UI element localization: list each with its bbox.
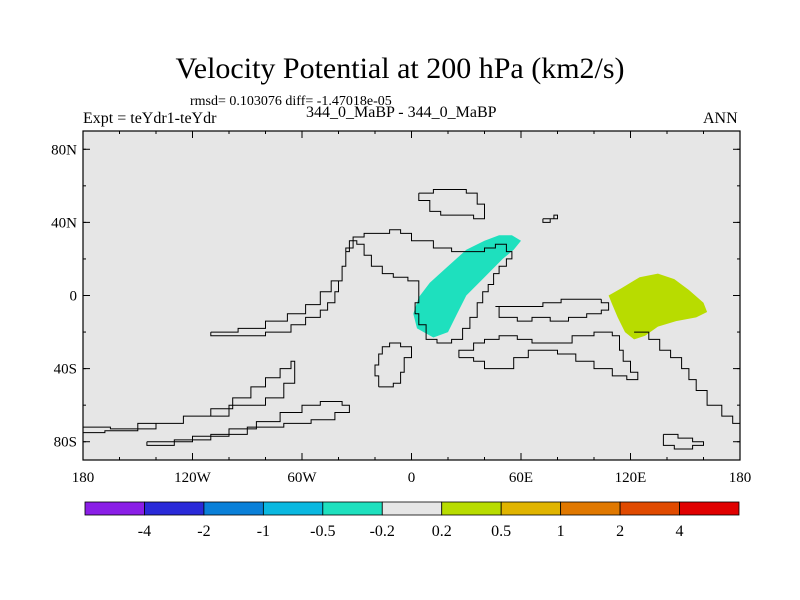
coastline-10 <box>542 214 558 223</box>
colorbar-swatch-11 <box>679 501 740 516</box>
y-tick-label-0: 0 <box>70 289 78 305</box>
colorbar-label-10: 4 <box>676 523 684 540</box>
coastline-5 <box>418 189 485 220</box>
anomaly-region-2 <box>608 273 708 340</box>
colorbar-label-1: -4 <box>138 523 151 540</box>
colorbar-swatch-3 <box>203 501 264 516</box>
plot-frame <box>82 130 741 461</box>
case-label: 344_0_MaBP - 344_0_MaBP <box>306 104 497 121</box>
colorbar-swatch-8 <box>500 501 562 516</box>
colorbar-swatch-2 <box>144 501 205 516</box>
axis-ticks: 180 120W 60W 0 60E 120E 180 80N 40N 0 40S 80S <box>51 131 751 486</box>
colorbar-label-2: -2 <box>197 523 210 540</box>
x-tick-label-60w: 60W <box>287 470 317 486</box>
colorbar-swatch-6 <box>381 501 443 516</box>
coastline-3 <box>210 229 513 344</box>
x-tick-label-120e: 120E <box>615 470 647 486</box>
colorbar: -4 -2 -1 -0.5 -0.2 0.2 0.5 1 2 4 <box>84 501 740 540</box>
coastline-2 <box>146 401 350 446</box>
chart-title: Velocity Potential at 200 hPa (km2/s) <box>175 52 625 85</box>
y-tick-label-80s: 80S <box>54 435 77 451</box>
stats-label: rmsd= 0.103076 diff= -1.47018e-05 <box>190 94 392 109</box>
coastline-1 <box>83 360 296 434</box>
colorbar-label-8: 1 <box>557 523 565 540</box>
colorbar-swatch-10 <box>619 501 680 516</box>
x-tick-label-0: 0 <box>408 470 416 486</box>
anomaly-regions <box>413 235 708 340</box>
coastline-9 <box>662 433 704 450</box>
season-label: ANN <box>703 110 738 127</box>
colorbar-label-7: 0.5 <box>491 523 511 540</box>
colorbar-label-5: -0.2 <box>370 523 395 540</box>
colorbar-swatch-5 <box>322 501 383 516</box>
colorbar-swatch-4 <box>262 501 324 516</box>
coastline-7 <box>495 298 610 322</box>
y-tick-label-80n: 80N <box>51 142 77 158</box>
coastline-4 <box>374 342 412 388</box>
coastlines <box>83 189 740 450</box>
colorbar-swatch-1 <box>84 501 145 516</box>
coastline-8 <box>634 331 740 428</box>
y-tick-label-40s: 40S <box>54 362 77 378</box>
x-tick-label-60e: 60E <box>509 470 533 486</box>
colorbar-label-6: 0.2 <box>432 523 452 540</box>
x-tick-label-180: 180 <box>72 470 95 486</box>
x-tick-label-180: 180 <box>729 470 752 486</box>
coastline-6 <box>458 331 639 381</box>
colorbar-label-4: -0.5 <box>310 523 335 540</box>
colorbar-swatch-7 <box>441 501 502 516</box>
colorbar-label-9: 2 <box>616 523 624 540</box>
colorbar-label-3: -1 <box>257 523 270 540</box>
experiment-label: Expt = teYdr1-teYdr <box>83 110 217 127</box>
x-tick-label-120w: 120W <box>174 470 212 486</box>
colorbar-swatch-9 <box>560 501 621 516</box>
anomaly-region-1 <box>413 235 521 338</box>
y-tick-label-40n: 40N <box>51 215 77 231</box>
